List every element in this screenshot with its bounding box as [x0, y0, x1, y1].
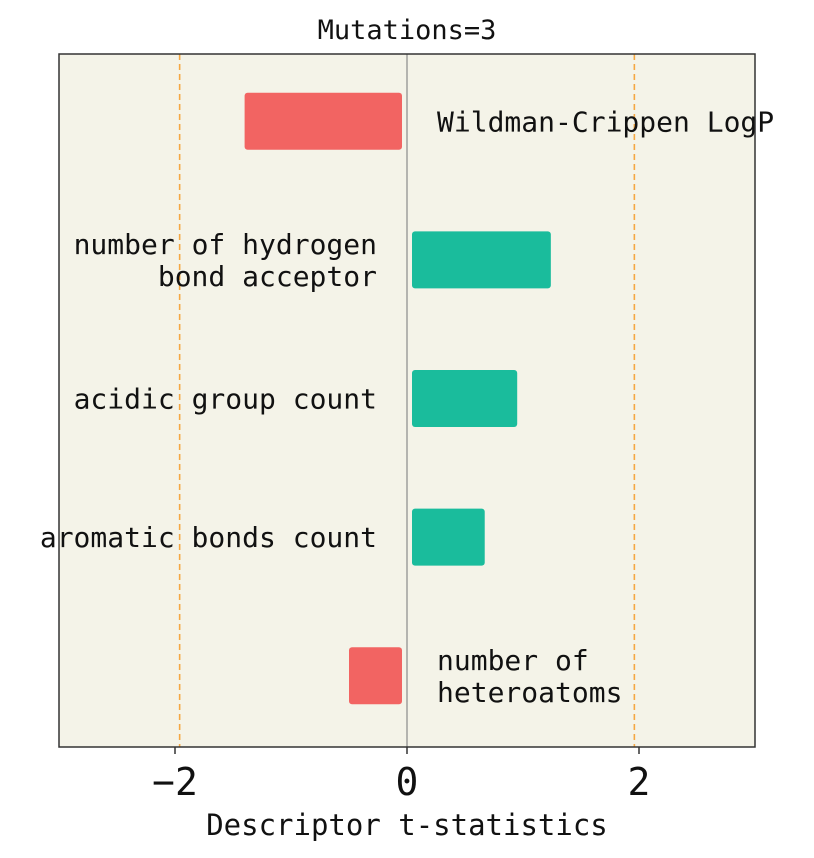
- bar-hbond-acceptor: [412, 231, 551, 289]
- x-tick-label-0: −2: [152, 760, 198, 804]
- reference-lines: [178, 54, 636, 747]
- bar-wildman-crippen-logp: [244, 92, 402, 150]
- bars-group: [244, 92, 551, 705]
- bar-label-aromatic-bonds-count: aromatic bonds count: [40, 521, 377, 554]
- bar-label-line: heteroatoms: [437, 676, 622, 709]
- bar-label-line: number of hydrogen: [74, 228, 377, 261]
- bar-labels-group: Wildman-Crippen LogP number of hydrogen bo…: [40, 105, 774, 708]
- bar-label-line: bond acceptor: [158, 260, 377, 293]
- bar-aromatic-bonds-count: [412, 508, 485, 566]
- bar-label-wildman-crippen-logp: Wildman-Crippen LogP: [437, 105, 774, 138]
- bar-acidic-group-count: [412, 370, 518, 427]
- bar-label-line: Wildman-Crippen LogP: [437, 105, 774, 138]
- x-axis-label: Descriptor t-statistics: [206, 808, 608, 842]
- chart-title: Mutations=3: [318, 15, 497, 46]
- bar-label-acidic-group-count: acidic group count: [74, 383, 377, 416]
- x-tick-label-2: 2: [628, 760, 651, 804]
- bar-label-line: number of: [437, 644, 589, 677]
- bar-label-hbond-acceptor: number of hydrogen bond acceptor: [74, 228, 377, 293]
- bar-label-heteroatoms: number of heteroatoms: [437, 644, 622, 709]
- x-axis-ticks: −2 0 2: [152, 747, 650, 804]
- x-tick-label-1: 0: [396, 760, 419, 804]
- bar-label-line: acidic group count: [74, 383, 377, 416]
- bar-heteroatoms: [349, 647, 402, 705]
- bar-label-line: aromatic bonds count: [40, 521, 377, 554]
